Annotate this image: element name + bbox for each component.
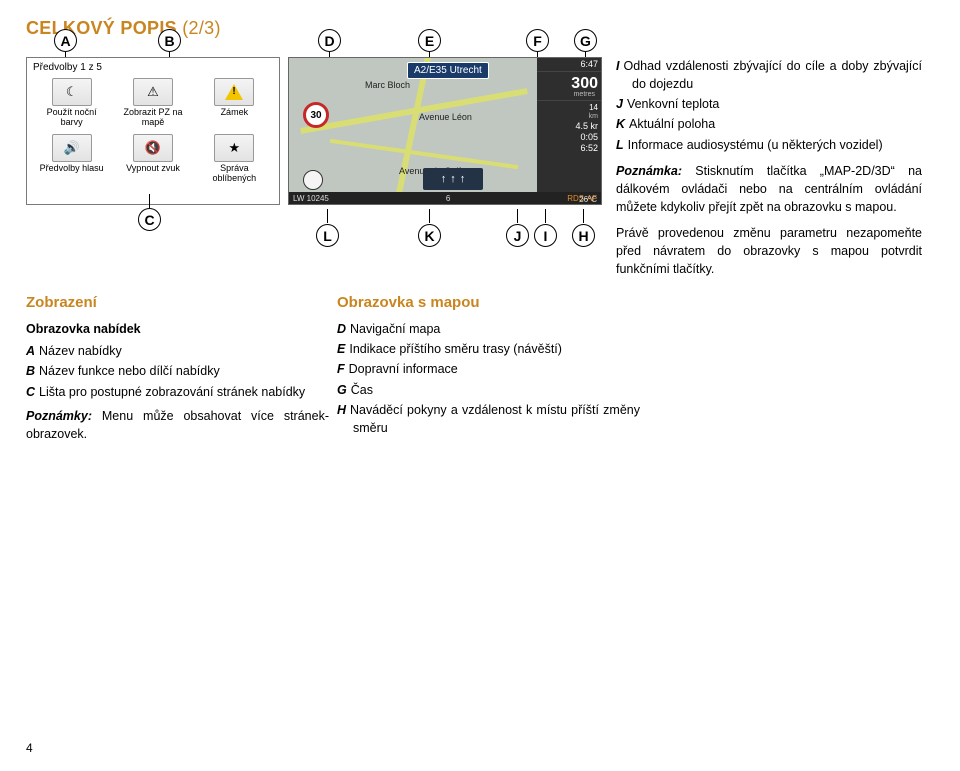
lane-guidance: ↑↑↑ <box>423 168 483 190</box>
list-item: ANázev nabídky <box>26 342 329 360</box>
list-item: CLišta pro postupné zobrazování stránek … <box>26 383 329 401</box>
definition-list: ANázev nabídky BNázev funkce nebo dílčí … <box>26 342 329 400</box>
pref-night-colors[interactable]: ☾Použít noční barvy <box>35 78 108 128</box>
title-reg: (2/3) <box>177 18 221 38</box>
pref-show-pz[interactable]: ⚠Zobrazit PZ na mapě <box>116 78 189 128</box>
label-D: D <box>318 29 341 52</box>
subheading: Obrazovka nabídek <box>26 320 329 338</box>
section-heading: Zobrazení <box>26 292 329 314</box>
map-right-panel: 6:47 300 metres 14 km 4.5 kr 0:05 6:52 <box>537 58 601 192</box>
list-item: EIndikace příštího směru trasy (návěští) <box>337 340 640 358</box>
clock: 6:47 <box>537 58 601 72</box>
star-icon: ★ <box>214 134 254 162</box>
pref-lock[interactable]: Zámek <box>198 78 271 128</box>
compass-icon <box>303 170 323 190</box>
zobrazeni-column: Zobrazení Obrazovka nabídek ANázev nabíd… <box>26 292 329 443</box>
callout-K: K <box>418 209 441 247</box>
map-bottom-bar: LW 10245 6 RDS-AF 26°C <box>289 192 601 204</box>
section-heading: Obrazovka s mapou <box>337 292 640 314</box>
pref-mute[interactable]: 🔇Vypnout zvuk <box>116 134 189 184</box>
distance-unit: metres <box>540 91 598 99</box>
outside-temp: 26°C <box>579 195 597 204</box>
list-item: BNázev funkce nebo dílčí nabídky <box>26 362 329 380</box>
street-label: Marc Bloch <box>365 80 410 90</box>
list-item: HNaváděcí pokyny a vzdálenost k místu př… <box>337 401 640 437</box>
list-item: GČas <box>337 381 640 399</box>
label-B: B <box>158 29 181 52</box>
page-number: 4 <box>26 741 33 755</box>
pref-favorites[interactable]: ★Správa oblíbených <box>198 134 271 184</box>
callout-L: L <box>316 209 339 247</box>
moon-icon: ☾ <box>52 78 92 106</box>
label-F: F <box>526 29 549 52</box>
road-line <box>330 139 519 169</box>
settings-screen: A B Předvolby 1 z 5 ☾Použít noční barvy … <box>26 57 280 205</box>
callout-H: H <box>572 209 595 247</box>
definition-list: DNavigační mapa EIndikace příštího směru… <box>337 320 640 437</box>
speaker-icon: 🔊 <box>52 134 92 162</box>
poi-icon: ⚠ <box>133 78 173 106</box>
radio-freq: LW 10245 <box>293 194 329 203</box>
obrazovka-column: Obrazovka s mapou DNavigační mapa EIndik… <box>337 292 640 443</box>
settings-window-title: Předvolby 1 z 5 <box>33 62 102 73</box>
street-label: Avenue Léon <box>419 112 472 122</box>
callout-C: C <box>138 194 161 231</box>
pref-voice[interactable]: 🔊Předvolby hlasu <box>35 134 108 184</box>
list-item: FDopravní informace <box>337 360 640 378</box>
label-G: G <box>574 29 597 52</box>
highway-sign: A2/E35 Utrecht <box>407 62 489 79</box>
label-E: E <box>418 29 441 52</box>
callout-I: I <box>534 209 557 247</box>
list-item: DNavigační mapa <box>337 320 640 338</box>
label-A: A <box>54 29 77 52</box>
label-C: C <box>138 208 161 231</box>
map-screen: D E F G A2/E35 Utrecht Marc Bloch Avenue… <box>288 57 608 235</box>
right-text-column: IOdhad vzdálenosti zbývající do cíle a d… <box>616 57 922 286</box>
mute-icon: 🔇 <box>133 134 173 162</box>
callout-J: J <box>506 209 529 247</box>
speed-limit-sign: 30 <box>303 102 329 128</box>
title-bold: CELKOVÝ POPIS <box>26 18 177 38</box>
warning-icon <box>214 78 254 106</box>
